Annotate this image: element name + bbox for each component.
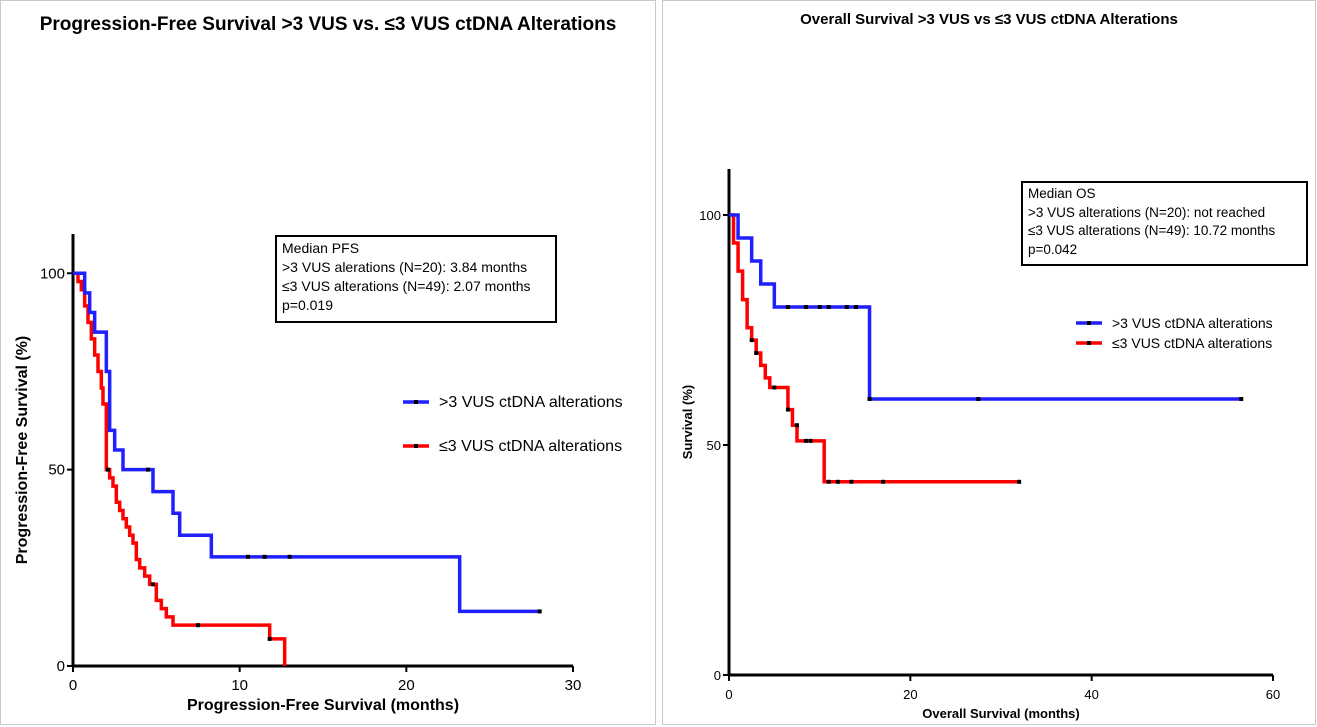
y-tick-label: 100: [40, 265, 65, 282]
censor-mark: [246, 554, 250, 559]
x-tick-label: 0: [69, 677, 77, 694]
box-line: p=0.042: [1028, 241, 1078, 257]
censor-mark: [835, 479, 840, 484]
censor-mark: [262, 554, 267, 559]
legend-label: ≤3 VUS ctDNA alterations: [439, 438, 622, 455]
legend-label: >3 VUS ctDNA alterations: [1112, 315, 1273, 331]
series-gt3-line: [73, 271, 540, 614]
median-os-box: Median OS >3 VUS alterations (N=20): not…: [1021, 181, 1308, 266]
censor-mark: [151, 582, 155, 587]
legend-marker: [414, 444, 418, 448]
box-line: >3 VUS alterations (N=20): not reached: [1028, 204, 1266, 220]
legend-marker: [1087, 341, 1091, 345]
x-axis-label: Progression-Free Survival (months): [187, 697, 459, 714]
box-line: p=0.019: [282, 297, 333, 313]
censor-mark: [795, 423, 799, 428]
x-tick-label: 20: [903, 687, 917, 702]
censor-mark: [287, 554, 292, 559]
censor-mark: [106, 467, 110, 472]
censor-mark: [267, 636, 272, 641]
legend-label: >3 VUS ctDNA alterations: [439, 394, 623, 411]
x-axis-label: Overall Survival (months): [922, 706, 1080, 721]
x-tick-label: 0: [725, 687, 732, 702]
censor-mark: [146, 467, 150, 472]
censor-mark: [785, 407, 790, 412]
box-line: Median PFS: [282, 240, 360, 256]
censor-mark: [804, 305, 809, 309]
x-tick-label: 60: [1266, 687, 1280, 702]
censor-mark: [537, 609, 542, 614]
censor-mark: [196, 623, 200, 628]
pfs-chart-panel: Progression-Free Survival >3 VUS vs. ≤3 …: [0, 0, 656, 725]
median-pfs-box: Median PFS >3 VUS alerations (N=20): 3.8…: [275, 235, 557, 323]
os-chart-svg: 0 20 40 60 0 50 100 Overall Survival (months) Su…: [680, 169, 1280, 721]
censor-mark: [881, 479, 886, 484]
censor-mark: [853, 305, 858, 309]
series-le3-line: [729, 213, 1020, 484]
box-line: ≤3 VUS alterations (N=49): 10.72 months: [1028, 223, 1276, 238]
y-tick-label: 0: [57, 658, 65, 675]
censor-mark: [808, 438, 813, 443]
legend-marker: [414, 400, 418, 404]
censor-mark: [804, 438, 809, 443]
censor-mark: [754, 351, 759, 355]
box-line: >3 VUS alerations (N=20): 3.84 months: [282, 259, 528, 275]
censor-mark: [817, 305, 822, 309]
x-tick-label: 40: [1084, 687, 1098, 702]
censor-mark: [976, 397, 981, 401]
y-tick-label: 0: [714, 668, 721, 683]
censor-mark: [849, 479, 854, 484]
censor-mark: [749, 338, 754, 343]
censor-mark: [772, 385, 777, 390]
censor-mark: [1239, 397, 1244, 401]
chart-title: Progression-Free Survival >3 VUS vs. ≤3 …: [39, 14, 617, 35]
censor-mark: [1017, 479, 1022, 484]
legend-label: ≤3 VUS ctDNA alterations: [1112, 335, 1272, 351]
series-le3-line: [73, 271, 287, 666]
censor-mark: [826, 479, 831, 484]
censor-mark: [785, 305, 790, 309]
censor-mark: [867, 397, 872, 401]
censor-mark: [844, 305, 849, 309]
box-line: Median OS: [1028, 186, 1096, 201]
pfs-chart-svg: 0 10 20 30 0 50 100 Progression-Free Survival (…: [14, 234, 623, 714]
y-tick-label: 50: [707, 438, 721, 453]
x-tick-label: 10: [231, 677, 248, 694]
y-tick-label: 100: [699, 208, 721, 223]
censor-mark: [826, 305, 831, 309]
y-tick-label: 50: [48, 462, 65, 479]
y-axis-label: Progression-Free Survival (%): [14, 336, 31, 565]
y-axis-label: Survival (%): [680, 385, 695, 459]
legend-marker: [1087, 321, 1091, 325]
x-tick-label: 30: [565, 677, 582, 694]
x-tick-label: 20: [398, 677, 415, 694]
chart-title: Overall Survival >3 VUS vs ≤3 VUS ctDNA …: [800, 11, 1178, 28]
box-line: ≤3 VUS alterations (N=49): 2.07 months: [282, 278, 531, 294]
os-chart-panel: Overall Survival >3 VUS vs ≤3 VUS ctDNA …: [662, 0, 1316, 725]
